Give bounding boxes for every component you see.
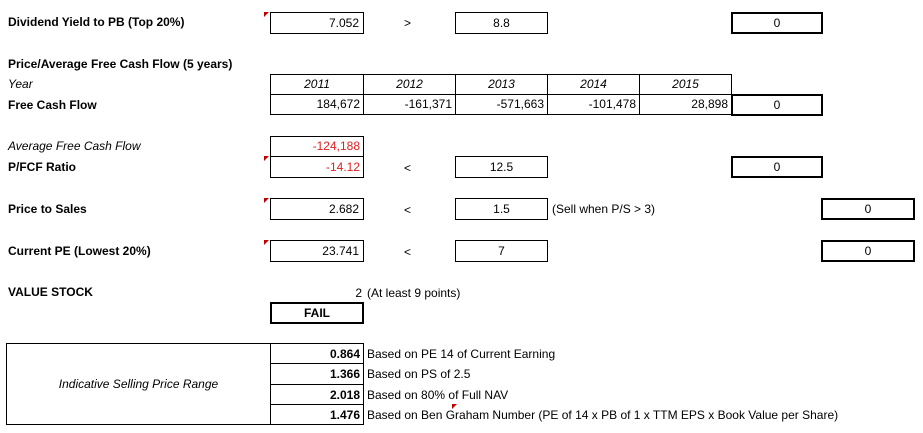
comment-marker-icon <box>264 156 269 161</box>
fcf-label: Free Cash Flow <box>8 98 97 112</box>
year-label: Year <box>8 77 33 91</box>
comment-marker-icon <box>264 240 269 245</box>
comment-marker-icon <box>452 404 457 409</box>
comment-marker-icon <box>264 12 269 17</box>
pfcf-threshold-cell[interactable]: 12.5 <box>455 156 548 178</box>
selling-price-desc: Based on PE 14 of Current Earning <box>367 347 556 361</box>
selling-price-value-cell[interactable]: 0.864 <box>329 347 360 361</box>
selling-price-desc: Based on Ben Graham Number (PE of 14 x P… <box>367 408 839 422</box>
selling-price-label-box: Indicative Selling Price Range <box>6 343 271 425</box>
fcf-score-cell[interactable]: 0 <box>731 94 823 116</box>
year-cell[interactable]: 2014 <box>580 77 607 91</box>
current-pe-label: Current PE (Lowest 20%) <box>8 244 151 258</box>
price-to-sales-note: (Sell when P/S > 3) <box>552 202 656 216</box>
year-cell[interactable]: 2015 <box>672 77 699 91</box>
fcf-value-cell[interactable]: 28,898 <box>691 97 728 111</box>
dividend-yield-operator: > <box>404 16 412 30</box>
price-to-sales-value-cell[interactable]: 2.682 <box>270 198 364 220</box>
year-cell[interactable]: 2011 <box>304 77 330 91</box>
pfcf-label: P/FCF Ratio <box>8 160 76 174</box>
value-stock-points[interactable]: 2 <box>355 286 362 300</box>
dividend-yield-score-cell[interactable]: 0 <box>731 12 823 34</box>
fcf-value-cell[interactable]: -571,663 <box>496 97 544 111</box>
year-cell[interactable]: 2012 <box>396 77 423 91</box>
current-pe-threshold-cell[interactable]: 7 <box>455 240 548 262</box>
current-pe-score-cell[interactable]: 0 <box>821 240 915 262</box>
price-to-sales-threshold-cell[interactable]: 1.5 <box>455 198 548 220</box>
year-cell[interactable]: 2013 <box>488 77 515 91</box>
fcf-value-cell[interactable]: 184,672 <box>316 97 360 111</box>
selling-price-value-cell[interactable]: 1.366 <box>329 367 360 381</box>
price-to-sales-operator: < <box>404 203 412 217</box>
pfcf-score-cell[interactable]: 0 <box>731 156 823 178</box>
current-pe-value-cell[interactable]: 23.741 <box>270 240 364 262</box>
value-stock-label: VALUE STOCK <box>8 285 93 299</box>
current-pe-operator: < <box>404 245 412 259</box>
price-to-sales-label: Price to Sales <box>8 202 87 216</box>
dividend-yield-threshold-cell[interactable]: 8.8 <box>455 12 548 34</box>
selling-price-desc: Based on PS of 2.5 <box>367 367 471 381</box>
selling-price-desc: Based on 80% of Full NAV <box>367 388 509 402</box>
price-to-sales-score-cell[interactable]: 0 <box>821 198 915 220</box>
value-stock-note: (At least 9 points) <box>367 286 461 300</box>
value-stock-result-cell[interactable]: FAIL <box>270 302 364 324</box>
fcf-value-cell[interactable]: -161,371 <box>404 97 452 111</box>
avg-fcf-value-cell[interactable]: -124,188 <box>312 139 360 153</box>
selling-price-value-cell[interactable]: 2.018 <box>329 388 360 402</box>
comment-marker-icon <box>264 198 269 203</box>
fcf-section-title: Price/Average Free Cash Flow (5 years) <box>8 57 233 71</box>
selling-price-label: Indicative Selling Price Range <box>58 377 219 391</box>
dividend-yield-value-cell[interactable]: 7.052 <box>270 12 364 34</box>
pfcf-value-cell[interactable]: -14.12 <box>325 160 360 174</box>
dividend-yield-label: Dividend Yield to PB (Top 20%) <box>8 15 185 29</box>
fcf-value-cell[interactable]: -101,478 <box>588 97 636 111</box>
avg-fcf-label: Average Free Cash Flow <box>8 139 141 153</box>
pfcf-operator: < <box>404 161 412 175</box>
selling-price-value-cell[interactable]: 1.476 <box>329 408 360 422</box>
